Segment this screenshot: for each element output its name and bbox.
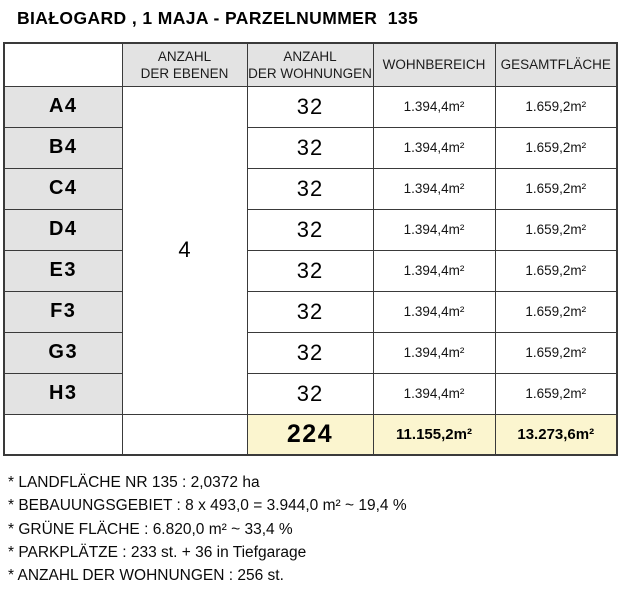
row-label-b4: B4 bbox=[3, 126, 123, 169]
table-row-d4: D4 32 1.394,4m² 1.659,2m² bbox=[3, 208, 618, 251]
ebenen-merged-cell: 4 bbox=[121, 85, 248, 415]
header-anzahl-ebenen: ANZAHL DER EBENEN bbox=[121, 42, 248, 87]
wohnbereich-cell: 1.394,4m² bbox=[372, 126, 496, 169]
wohnbereich-cell: 1.394,4m² bbox=[372, 208, 496, 251]
wohnungen-cell: 32 bbox=[246, 290, 374, 333]
row-label-g3: G3 bbox=[3, 331, 123, 374]
wohnungen-cell: 32 bbox=[246, 372, 374, 415]
gesamtflaeche-cell: 1.659,2m² bbox=[494, 85, 618, 128]
header-gesamtflaeche: GESAMTFLÄCHE bbox=[494, 42, 618, 87]
wohnungen-cell: 32 bbox=[246, 208, 374, 251]
row-label-d4: D4 bbox=[3, 208, 123, 251]
total-gesamtflaeche: 13.273,6m² bbox=[494, 413, 618, 456]
row-label-a4: A4 bbox=[3, 85, 123, 128]
wohnbereich-cell: 1.394,4m² bbox=[372, 372, 496, 415]
row-label-h3: H3 bbox=[3, 372, 123, 415]
gesamtflaeche-cell: 1.659,2m² bbox=[494, 167, 618, 210]
wohnungen-cell: 32 bbox=[246, 249, 374, 292]
row-label-e3: E3 bbox=[3, 249, 123, 292]
document-title: BIAŁOGARD , 1 MAJA - PARZELNUMMER 135 bbox=[17, 8, 419, 28]
note-gruene-flaeche: * GRÜNE FLÄCHE : 6.820,0 m² ~ 33,4 % bbox=[8, 520, 293, 538]
header-gebaeude bbox=[3, 42, 123, 87]
table-row-c4: C4 32 1.394,4m² 1.659,2m² bbox=[3, 167, 618, 210]
note-anzahl-wohnungen: * ANZAHL DER WOHNUNGEN : 256 st. bbox=[8, 567, 284, 585]
gesamtflaeche-cell: 1.659,2m² bbox=[494, 290, 618, 333]
header-anzahl-wohnungen: ANZAHL DER WOHNUNGEN bbox=[246, 42, 374, 87]
gesamtflaeche-cell: 1.659,2m² bbox=[494, 331, 618, 374]
gesamtflaeche-cell: 1.659,2m² bbox=[494, 249, 618, 292]
note-parkplaetze: * PARKPLÄTZE : 233 st. + 36 in Tiefgarag… bbox=[8, 543, 307, 561]
table-row-g3: G3 32 1.394,4m² 1.659,2m² bbox=[3, 331, 618, 374]
totals-row: 224 11.155,2m² 13.273,6m² bbox=[3, 413, 618, 456]
wohnungen-cell: 32 bbox=[246, 85, 374, 128]
wohnbereich-cell: 1.394,4m² bbox=[372, 167, 496, 210]
total-wohnbereich: 11.155,2m² bbox=[372, 413, 496, 456]
wohnungen-cell: 32 bbox=[246, 126, 374, 169]
totals-empty-gebaeude bbox=[3, 413, 123, 456]
gesamtflaeche-cell: 1.659,2m² bbox=[494, 208, 618, 251]
wohnbereich-cell: 1.394,4m² bbox=[372, 331, 496, 374]
totals-empty-ebenen bbox=[121, 413, 248, 456]
wohnbereich-cell: 1.394,4m² bbox=[372, 290, 496, 333]
table-row-h3: H3 32 1.394,4m² 1.659,2m² bbox=[3, 372, 618, 415]
header-row: ANZAHL DER EBENEN ANZAHL DER WOHNUNGEN W… bbox=[3, 42, 618, 87]
wohnungen-cell: 32 bbox=[246, 331, 374, 374]
total-wohnungen: 224 bbox=[246, 413, 374, 456]
table-row-a4: A4 4 32 1.394,4m² 1.659,2m² bbox=[3, 85, 618, 415]
note-bebauungsgebiet: * BEBAUUNGSGEBIET : 8 x 493,0 = 3.944,0 … bbox=[8, 497, 407, 515]
wohnbereich-cell: 1.394,4m² bbox=[372, 249, 496, 292]
note-landflaeche: * LANDFLÄCHE NR 135 : 2,0372 ha bbox=[8, 474, 260, 491]
gesamtflaeche-cell: 1.659,2m² bbox=[494, 372, 618, 415]
units-table: ANZAHL DER EBENEN ANZAHL DER WOHNUNGEN W… bbox=[3, 42, 618, 456]
wohnbereich-cell: 1.394,4m² bbox=[372, 85, 496, 128]
table-row-e3: E3 32 1.394,4m² 1.659,2m² bbox=[3, 249, 618, 292]
row-label-f3: F3 bbox=[3, 290, 123, 333]
footnotes: * LANDFLÄCHE NR 135 : 2,0372 ha * BEBAUU… bbox=[8, 471, 620, 587]
row-label-c4: C4 bbox=[3, 167, 123, 210]
table-row-f3: F3 32 1.394,4m² 1.659,2m² bbox=[3, 290, 618, 333]
gesamtflaeche-cell: 1.659,2m² bbox=[494, 126, 618, 169]
header-wohnbereich: WOHNBEREICH bbox=[372, 42, 496, 87]
table-row-b4: B4 32 1.394,4m² 1.659,2m² bbox=[3, 126, 618, 169]
wohnungen-cell: 32 bbox=[246, 167, 374, 210]
